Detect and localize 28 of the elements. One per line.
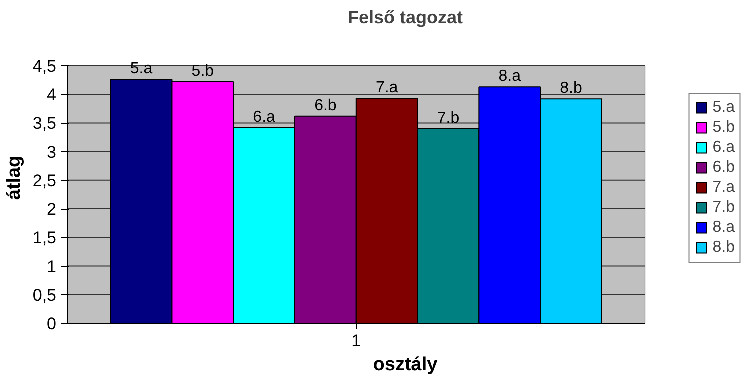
y-tick-label: 4,5	[32, 56, 57, 76]
y-tick-label: 1,5	[32, 228, 57, 248]
y-tick-label: 2	[47, 200, 57, 220]
legend-label: 6.b	[712, 158, 735, 176]
chart-title: Felső tagozat	[348, 8, 464, 28]
legend-label: 7.b	[712, 198, 735, 216]
y-tick-label: 0,5	[32, 286, 57, 305]
text: 6.b	[314, 97, 337, 114]
text: 7.b	[437, 110, 460, 127]
legend-label: 5.b	[712, 118, 735, 136]
text: 6.a	[253, 108, 276, 126]
y-axis-title: átlag	[4, 156, 25, 200]
text: 7.a	[376, 80, 398, 97]
y-tick-label: 3	[47, 142, 57, 162]
text: 5.b	[192, 63, 214, 80]
y-tick-label: 3,5	[32, 114, 57, 134]
legend-label: 8.a	[712, 218, 735, 236]
y-tick-label: 2,5	[32, 171, 57, 190]
y-tick-label: 4	[47, 86, 57, 105]
legend-label: 5.a	[712, 98, 735, 116]
text: 8.a	[498, 68, 521, 86]
legend-label: 6.a	[712, 138, 735, 156]
y-tick-label: 1	[47, 257, 57, 276]
x-axis-title: osztály	[373, 354, 438, 376]
y-tick-label: 0	[47, 314, 57, 334]
text: 8.b	[560, 80, 582, 98]
legend-label: 7.a	[712, 178, 735, 196]
legend-label: 8.b	[712, 238, 735, 256]
